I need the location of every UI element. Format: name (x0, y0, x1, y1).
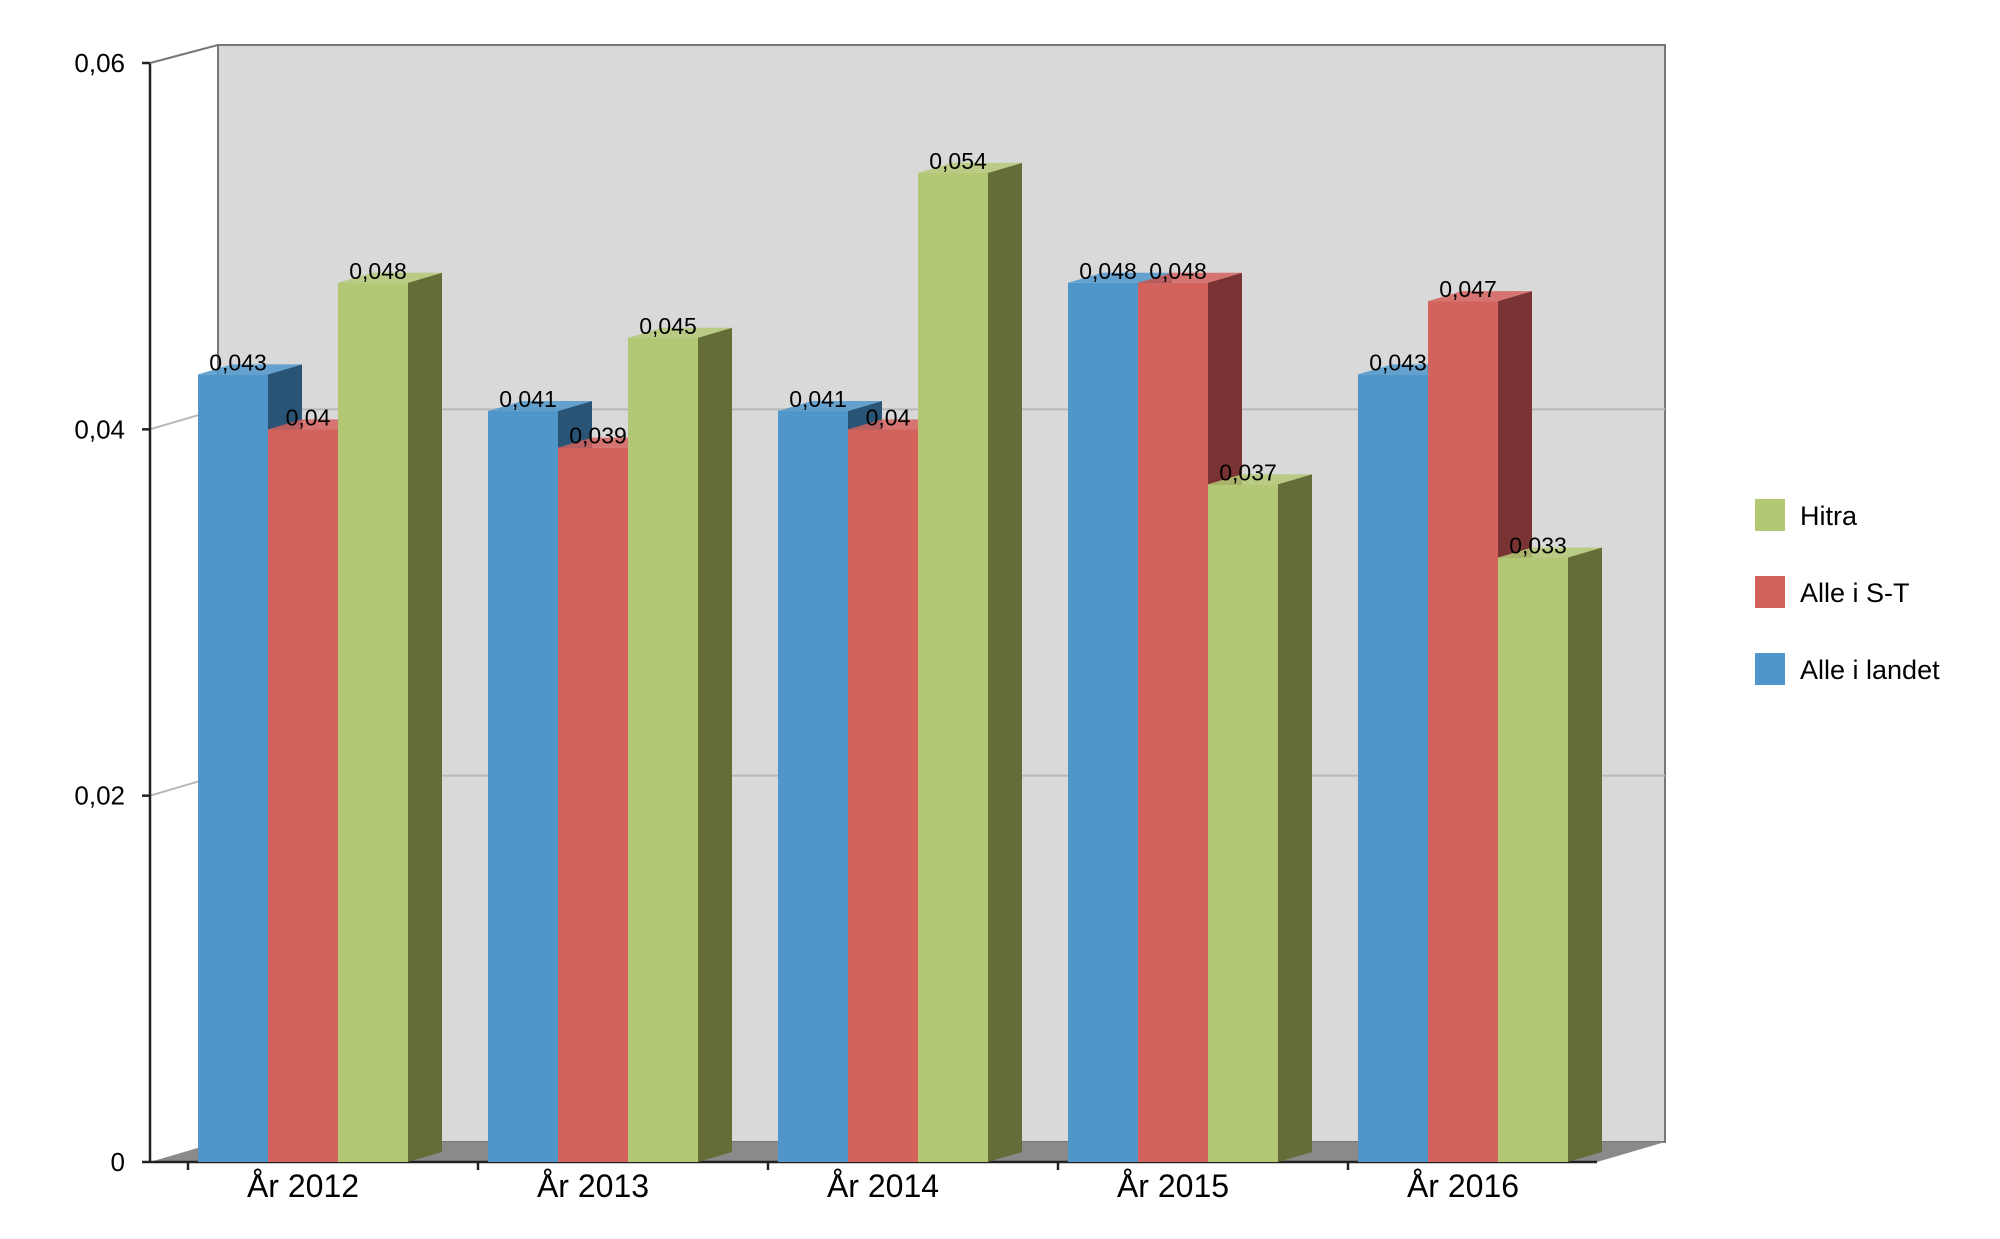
bar-front (338, 282, 408, 1162)
bar-side (1278, 474, 1312, 1162)
data-label: 0,037 (1219, 459, 1277, 485)
legend-label: Hitra (1800, 501, 1858, 531)
data-label: 0,033 (1509, 533, 1567, 559)
data-label: 0,043 (209, 349, 267, 375)
bar-front (1358, 374, 1428, 1163)
bar-front (1138, 282, 1208, 1162)
bar-top (778, 401, 882, 412)
legend: Hitra Alle i S-T Alle i landet (1755, 499, 1940, 685)
legend-swatch (1755, 499, 1785, 531)
data-label: 0,041 (789, 386, 847, 412)
bar-top (1138, 272, 1242, 283)
bar-side (698, 327, 732, 1162)
bar-top (198, 364, 302, 375)
bars (198, 162, 1602, 1163)
y-axis-depth-top (149, 44, 219, 64)
legend-label: Alle i landet (1800, 655, 1940, 685)
data-label: 0,039 (569, 423, 627, 449)
bar (918, 162, 1022, 1162)
x-tick-label: År 2016 (1407, 1168, 1519, 1204)
data-label: 0,041 (499, 386, 557, 412)
bar-front (628, 337, 698, 1162)
bar-front (558, 447, 628, 1162)
data-label: 0,045 (639, 313, 697, 339)
bar (338, 272, 442, 1162)
y-axis: 0 0,02 0,04 0,06 (74, 48, 150, 1177)
bar-top (1208, 474, 1312, 485)
bar-front (488, 411, 558, 1162)
bar-top (918, 162, 1022, 173)
data-label: 0,047 (1439, 276, 1497, 302)
bar-front (1498, 557, 1568, 1162)
bar-top (338, 272, 442, 283)
data-label: 0,04 (286, 404, 331, 430)
data-label: 0,048 (1079, 258, 1137, 284)
legend-item: Alle i S-T (1755, 576, 1910, 608)
x-tick-label: År 2012 (247, 1168, 359, 1204)
legend-item: Alle i landet (1755, 653, 1940, 685)
bar-front (198, 374, 268, 1163)
bar-top (1498, 547, 1602, 558)
bar (628, 327, 732, 1162)
x-tick-label: År 2015 (1117, 1168, 1229, 1204)
legend-swatch (1755, 653, 1785, 685)
x-axis: År 2012 År 2013 År 2014 År 2015 År 2016 (186, 1162, 1519, 1204)
bar-front (1208, 484, 1278, 1162)
data-label: 0,04 (866, 404, 911, 430)
y-tick-label: 0,04 (74, 414, 125, 444)
bar (1498, 547, 1602, 1162)
bar-front (778, 411, 848, 1162)
bar-side (1568, 547, 1602, 1162)
bar-side (988, 162, 1022, 1162)
bar-top (628, 327, 732, 338)
data-label: 0,043 (1369, 349, 1427, 375)
bar-front (1428, 301, 1498, 1162)
legend-item: Hitra (1755, 499, 1858, 531)
x-tick-label: År 2013 (537, 1168, 649, 1204)
bar-front (1068, 282, 1138, 1162)
legend-swatch (1755, 576, 1785, 608)
x-tick-label: År 2014 (827, 1168, 939, 1204)
y-tick-label: 0,02 (74, 781, 125, 811)
bar-side (408, 272, 442, 1162)
data-label: 0,048 (1149, 258, 1207, 284)
data-label: 0,054 (929, 148, 987, 174)
bar-front (918, 172, 988, 1162)
data-label: 0,048 (349, 258, 407, 284)
bar-top (488, 401, 592, 412)
legend-label: Alle i S-T (1800, 578, 1910, 608)
bar-top (1428, 291, 1532, 302)
bar-front (268, 429, 338, 1162)
y-tick-label: 0,06 (74, 48, 125, 78)
data-labels: 0,043 0,04 0,048 0,041 0,039 0,045 0,041 0,04 0,… (209, 148, 1567, 559)
y-tick-label: 0 (111, 1147, 125, 1177)
bar-front (848, 429, 918, 1162)
bar (1208, 474, 1312, 1162)
bar-top (1068, 272, 1172, 283)
